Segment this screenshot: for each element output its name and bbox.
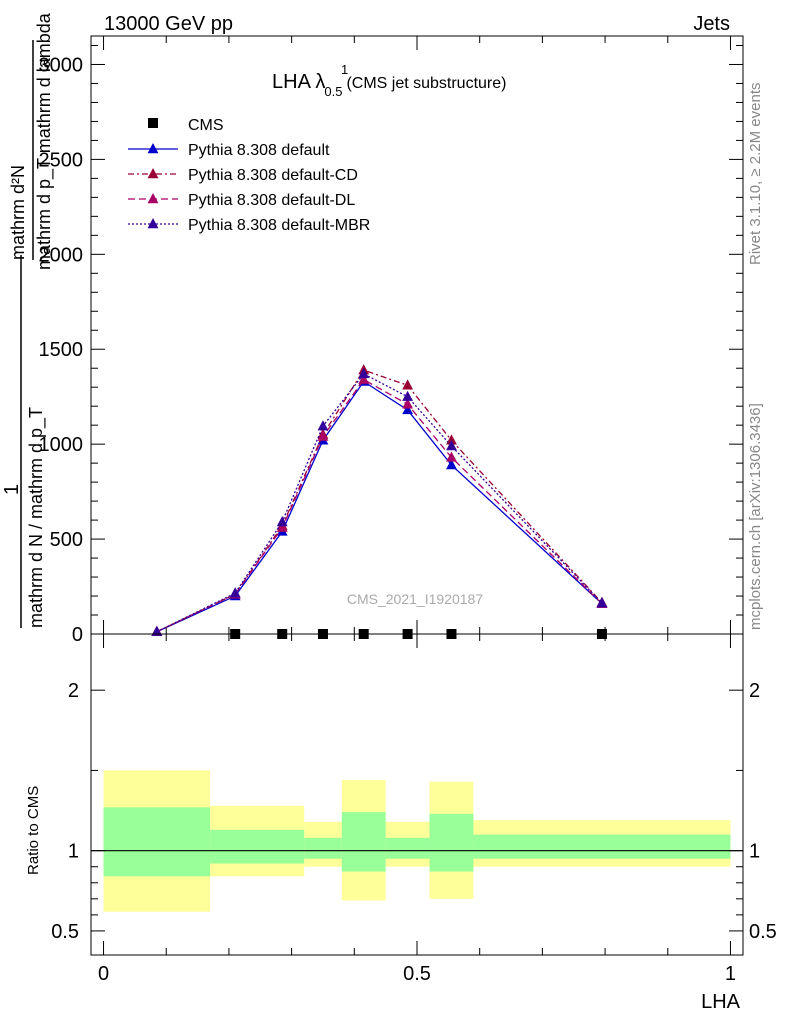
- series-point-3: [229, 587, 241, 598]
- series-point-0: [446, 459, 457, 470]
- series-point-2: [276, 521, 288, 532]
- series-point-3: [317, 420, 329, 431]
- series-point-3: [596, 597, 608, 608]
- ratio-band-inner-6: [473, 834, 731, 859]
- ratio-ylabel: Ratio to CMS: [25, 786, 42, 875]
- ratio-band-inner-3: [341, 812, 386, 872]
- series-line-3: [156, 373, 603, 633]
- series-point-3: [276, 515, 288, 527]
- series-point-2: [446, 451, 457, 462]
- y-tick-label: 2500: [39, 149, 84, 171]
- mcplots-label: mcplots.cern.ch [arXiv:1306.3436]: [747, 403, 764, 630]
- ratio-y-tick-label-right: 2: [749, 680, 760, 702]
- y-tick-label: 1000: [39, 434, 84, 456]
- ratio-y-tick-label-left: 1: [68, 841, 79, 863]
- ratio-y-tick-label-right: 0.5: [749, 921, 777, 943]
- legend-marker-2: [147, 168, 159, 179]
- series-point-3: [151, 625, 163, 636]
- ylabel-prefix-denominator: mathrm d N / mathrm d p_T: [26, 407, 47, 628]
- legend-marker-cms: [148, 118, 158, 128]
- y-tick-label: 1500: [39, 339, 84, 361]
- series-point-2: [402, 398, 413, 409]
- series-point-3: [402, 390, 413, 401]
- series-point-1: [402, 379, 413, 390]
- ratio-band-inner-5: [429, 813, 474, 872]
- legend-marker-3: [147, 193, 159, 204]
- series-point-2: [358, 373, 370, 384]
- series-point-3: [358, 367, 370, 379]
- legend-label: Pythia 8.308 default-DL: [188, 192, 355, 209]
- ratio-y-tick-label-right: 1: [749, 841, 760, 863]
- legend-label: CMS: [188, 117, 224, 134]
- ratio-y-tick-label-left: 2: [68, 680, 79, 702]
- plot-title: LHA λ0.5 (CMS jet substructure): [272, 71, 506, 99]
- legend: CMS Pythia 8.308 default Pythia 8.308 defa…: [128, 117, 370, 234]
- ratio-band-inner-0: [103, 807, 211, 877]
- plot-title-suffix: (CMS jet substructure): [346, 75, 506, 92]
- plot-title-sup: 1: [341, 62, 348, 77]
- series-point-3: [446, 440, 457, 451]
- legend-label: Pythia 8.308 default-MBR: [188, 217, 370, 234]
- series-point-1: [446, 434, 457, 445]
- ratio-y-tick-label-left: 0.5: [51, 921, 79, 943]
- legend-label: Pythia 8.308 default: [188, 142, 330, 159]
- series-line-2: [156, 378, 603, 633]
- watermark: CMS_2021_I1920187: [347, 591, 483, 607]
- ratio-band-inner-1: [210, 829, 305, 864]
- series-line-0: [156, 380, 603, 633]
- ratio-band-inner-2: [304, 837, 342, 859]
- main-plot: 0 500 1000 1500 2000 2500 3000: [39, 35, 744, 646]
- plot-title-main: LHA λ: [272, 71, 325, 93]
- y-tick-label: 500: [50, 529, 83, 551]
- main-ylabel: mathrm d²N mathrm d p_T mathrm d lambda …: [1, 12, 55, 628]
- plot-title-sub: 0.5: [324, 84, 342, 99]
- x-tick-label: 0.5: [403, 963, 431, 985]
- y-tick-label: 2000: [39, 244, 84, 266]
- y-tick-label: 3000: [39, 54, 84, 76]
- legend-label: Pythia 8.308 default-CD: [188, 167, 358, 184]
- ylabel-denominator: mathrm d p_T mathrm d lambda: [34, 12, 55, 270]
- ratio-band-inner-4: [385, 837, 430, 859]
- legend-marker-4: [147, 218, 159, 229]
- ylabel-numerator: mathrm d²N: [8, 165, 28, 260]
- header-left: 13000 GeV pp: [104, 13, 233, 35]
- x-tick-label: 0: [98, 963, 109, 985]
- legend-marker-1: [147, 143, 159, 154]
- series-point-0: [402, 403, 413, 415]
- ratio-plot: 0 0.5 1 0.5 0.5 1 1 2 2: [51, 633, 777, 985]
- header-right: Jets: [693, 13, 730, 35]
- series-point-2: [317, 430, 329, 441]
- y-tick-label: 0: [72, 624, 83, 646]
- ylabel-prefix: 1: [1, 484, 23, 495]
- x-tick-label: 1: [725, 963, 736, 985]
- rivet-label: Rivet 3.1.10, ≥ 2.2M events: [747, 83, 764, 266]
- x-axis-label: LHA: [701, 991, 741, 1013]
